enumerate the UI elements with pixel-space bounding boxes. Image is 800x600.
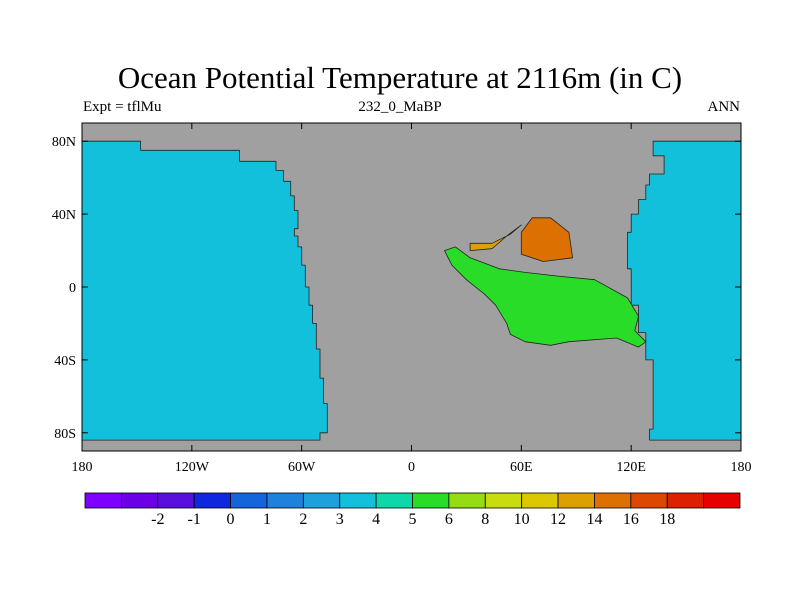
chart-title: Ocean Potential Temperature at 2116m (in…	[117, 60, 683, 95]
temperature-region-1	[81, 140, 328, 441]
colorbar-swatch	[375, 492, 413, 509]
colorbar-swatch	[120, 492, 159, 509]
colorbar-swatch	[484, 492, 523, 509]
colorbar-swatch	[84, 492, 122, 509]
colorbar-label: 18	[659, 511, 675, 528]
x-tick-label: 60E	[510, 460, 533, 475]
experiment-label: Expt = tflMu	[83, 99, 162, 115]
colorbar-label: 12	[550, 511, 566, 528]
colorbar-label: 0	[227, 511, 235, 528]
colorbar-swatch	[302, 492, 341, 509]
temperature-region-5	[520, 217, 573, 262]
y-tick-label: 80N	[52, 135, 76, 150]
colorbar-label: 6	[445, 511, 453, 528]
y-tick-label: 80S	[54, 427, 76, 442]
colorbar-label: -1	[188, 511, 201, 528]
x-tick-label: 0	[408, 460, 415, 475]
x-tick-label: 180	[72, 460, 93, 475]
colorbar-label: 14	[586, 511, 602, 528]
colorbar-label: 8	[481, 511, 489, 528]
colorbar-swatch	[193, 492, 231, 509]
colorbar-label: 2	[299, 511, 307, 528]
colorbar-swatch	[448, 492, 486, 509]
colorbar-label: 16	[623, 511, 639, 528]
y-tick-label: 40S	[54, 354, 76, 369]
x-tick-label: 120W	[175, 460, 210, 475]
colorbar-swatch	[412, 492, 450, 509]
temperature-region-4	[469, 224, 522, 252]
x-tick-label: 120E	[616, 460, 646, 475]
colorbar-label: 4	[372, 511, 380, 528]
y-tick-label: 40N	[52, 208, 76, 223]
season-label: ANN	[707, 99, 741, 115]
colorbar-swatch	[594, 492, 632, 509]
colorbar-swatch	[266, 492, 304, 509]
colorbar-swatch	[230, 492, 268, 509]
y-tick-label: 0	[69, 281, 76, 296]
colorbar-label: 5	[409, 511, 417, 528]
colorbar-label: 10	[514, 511, 530, 528]
x-tick-label: 60W	[288, 460, 316, 475]
period-label: 232_0_MaBP	[358, 99, 442, 115]
colorbar-swatch	[630, 492, 668, 509]
colorbar-swatch	[157, 492, 195, 509]
colorbar-swatch	[666, 492, 705, 509]
colorbar-label: -2	[151, 511, 164, 528]
colorbar-swatch	[703, 492, 741, 509]
temperature-region-2	[627, 140, 742, 441]
x-tick-label: 180	[731, 460, 752, 475]
temperature-region-3	[444, 246, 647, 348]
colorbar-label: 1	[263, 511, 271, 528]
colorbar-label: 3	[336, 511, 344, 528]
colorbar-swatch	[339, 492, 377, 509]
colorbar-swatch	[557, 492, 595, 509]
colorbar-swatch	[521, 492, 559, 509]
